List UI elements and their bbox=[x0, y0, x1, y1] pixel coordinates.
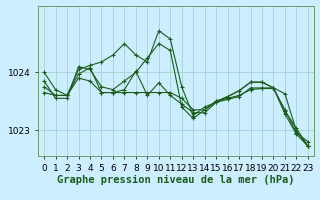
X-axis label: Graphe pression niveau de la mer (hPa): Graphe pression niveau de la mer (hPa) bbox=[57, 175, 295, 185]
